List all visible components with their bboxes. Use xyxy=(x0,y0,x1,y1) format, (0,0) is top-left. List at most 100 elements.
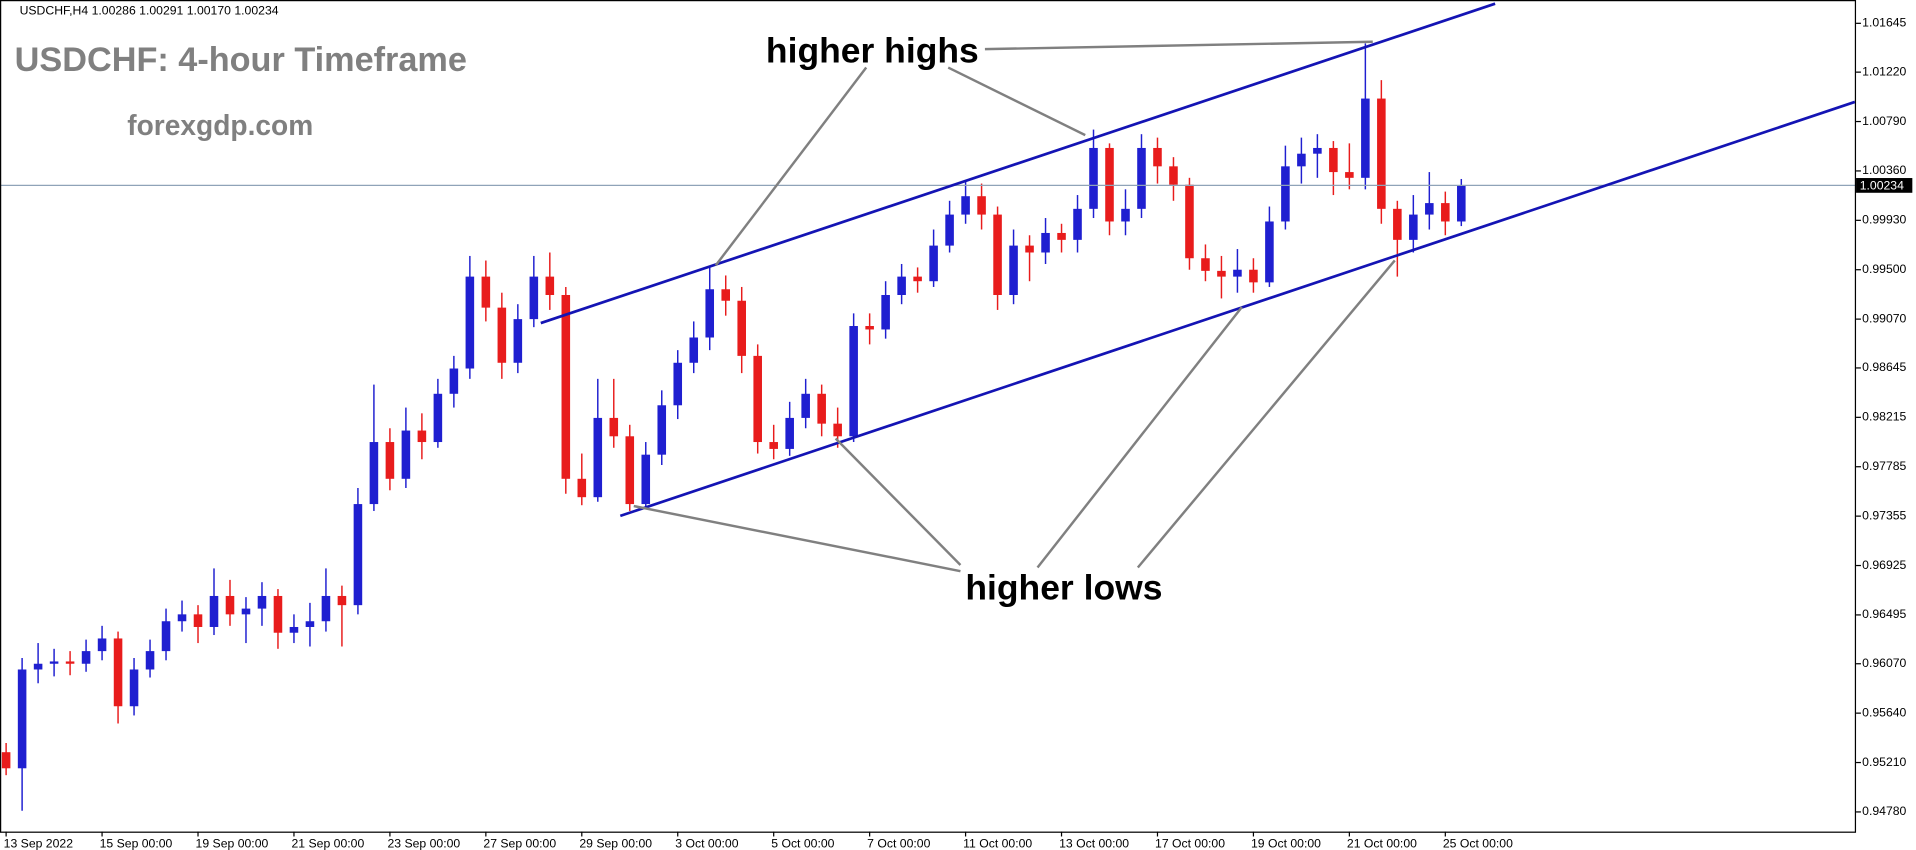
x-tick-label: 11 Oct 00:00 xyxy=(963,837,1032,850)
candle-body xyxy=(241,608,251,615)
candle-body xyxy=(529,276,539,320)
y-tick-label: 0.99070 xyxy=(1862,311,1906,325)
candle-body xyxy=(1441,203,1450,222)
candle-body xyxy=(177,614,187,622)
candle-body xyxy=(369,442,379,505)
candle-body xyxy=(49,661,59,664)
candle-body xyxy=(497,307,507,363)
y-tick-label: 0.96495 xyxy=(1862,607,1906,621)
candle-body xyxy=(1217,270,1226,277)
candle-body xyxy=(609,417,619,437)
annotation: higher highs xyxy=(766,31,979,71)
y-tick-label: 0.96925 xyxy=(1862,558,1906,572)
candle-body xyxy=(193,614,203,627)
candle-body xyxy=(641,454,651,505)
candle-body xyxy=(913,276,922,282)
candle-body xyxy=(433,393,443,443)
symbol-header: USDCHF,H4 1.00286 1.00291 1.00170 1.0023… xyxy=(20,4,279,18)
trend-lines xyxy=(540,2,1856,518)
x-tick-label: 7 Oct 00:00 xyxy=(867,837,930,850)
candle-body xyxy=(1089,147,1098,209)
candle-body xyxy=(881,294,890,330)
candle-body xyxy=(97,638,107,652)
candle-body xyxy=(289,626,299,633)
candle-body xyxy=(1025,245,1034,253)
candle-body xyxy=(849,326,858,437)
candle-body xyxy=(753,355,762,443)
pointer-line xyxy=(633,504,961,573)
candle-body xyxy=(1425,203,1434,215)
pointer-line xyxy=(984,40,1373,51)
candle-body xyxy=(785,417,794,449)
candle-body xyxy=(561,294,571,479)
candle-body xyxy=(593,417,603,498)
current-price-box xyxy=(1856,178,1913,193)
y-tick-label: 0.95210 xyxy=(1862,755,1906,769)
plot-frame xyxy=(0,0,1857,833)
y-tick-label: 1.00790 xyxy=(1862,114,1906,128)
candle-body xyxy=(481,276,491,308)
candle-body xyxy=(897,276,906,295)
candle-body xyxy=(1073,208,1082,240)
candle-body xyxy=(993,214,1002,295)
candle-body xyxy=(1233,269,1242,277)
candle-body xyxy=(1393,208,1402,240)
candle-body xyxy=(129,669,139,707)
candle-body xyxy=(673,362,683,406)
candle-body xyxy=(113,638,123,707)
pointer-line xyxy=(1136,259,1396,569)
candle-body xyxy=(1121,208,1130,222)
candle-body xyxy=(577,478,587,498)
candle-body xyxy=(225,595,235,615)
x-tick-label: 3 Oct 00:00 xyxy=(675,837,738,850)
candle-body xyxy=(385,442,395,479)
candle-body xyxy=(1169,166,1178,185)
y-tick-label: 0.95640 xyxy=(1862,705,1906,719)
candle-body xyxy=(1265,221,1274,283)
x-tick-label: 23 Sep 00:00 xyxy=(387,837,460,850)
candle-body xyxy=(1281,166,1290,222)
pointer-line xyxy=(714,66,868,267)
candle-body xyxy=(865,326,874,330)
x-tick-label: 27 Sep 00:00 xyxy=(483,837,556,850)
candle-body xyxy=(1297,153,1306,167)
candle-body xyxy=(417,430,427,443)
candle-body xyxy=(657,405,667,455)
x-tick-label: 29 Sep 00:00 xyxy=(579,837,652,850)
y-tick-label: 0.97355 xyxy=(1862,508,1906,522)
chart-title: USDCHF: 4-hour Timeframe xyxy=(15,41,467,79)
candle-body xyxy=(337,595,347,606)
candle-body xyxy=(1201,258,1210,271)
x-tick-label: 19 Oct 00:00 xyxy=(1251,837,1321,850)
y-tick-label: 0.96070 xyxy=(1862,656,1906,670)
y-tick-label: 0.99500 xyxy=(1862,262,1906,276)
y-tick-label: 1.00360 xyxy=(1862,163,1906,177)
candle-body xyxy=(625,436,635,505)
upper-channel-line xyxy=(540,2,1496,325)
candle-body xyxy=(273,595,283,633)
candle-body xyxy=(1137,147,1146,209)
x-tick-label: 25 Oct 00:00 xyxy=(1443,837,1513,850)
chart-subtitle: forexgdp.com xyxy=(127,109,313,141)
candle-body xyxy=(737,300,746,356)
y-tick-label: 0.98645 xyxy=(1862,360,1906,374)
candle-body xyxy=(161,621,171,652)
y-tick-label: 1.01220 xyxy=(1862,64,1906,78)
candle-body xyxy=(1153,147,1162,167)
y-tick-label: 0.98215 xyxy=(1862,410,1906,424)
candle-body xyxy=(353,504,363,606)
x-tick-label: 21 Sep 00:00 xyxy=(292,837,365,850)
candle-body xyxy=(929,245,938,282)
candle-body xyxy=(945,214,954,246)
candle-body xyxy=(1105,147,1114,222)
y-tick-label: 1.01645 xyxy=(1862,16,1906,30)
candle-body xyxy=(449,368,459,394)
candle-body xyxy=(1009,245,1018,295)
y-tick-label: 0.99930 xyxy=(1862,213,1906,227)
candle-body xyxy=(1409,214,1418,240)
annotation: higher lows xyxy=(965,567,1162,607)
x-tick-label: 15 Sep 00:00 xyxy=(100,837,173,850)
x-tick-label: 21 Oct 00:00 xyxy=(1347,837,1417,850)
